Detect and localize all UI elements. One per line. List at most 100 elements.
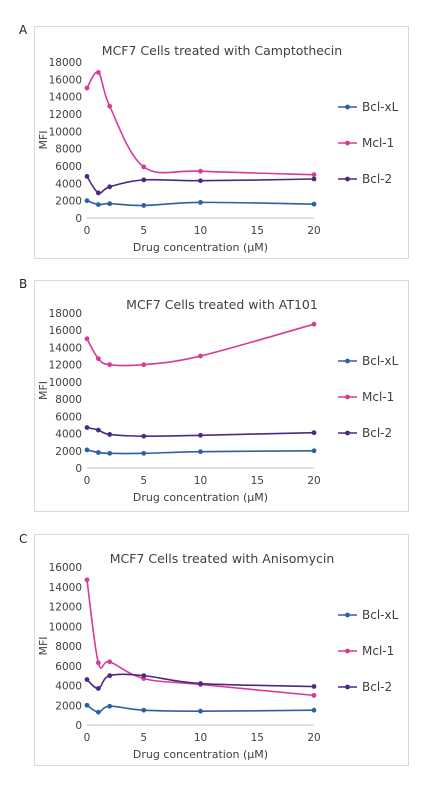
legend-label-bcl-xl: Bcl-xL	[362, 354, 399, 368]
data-point-bcl-2	[141, 673, 147, 679]
y-tick-label: 10000	[49, 126, 82, 138]
data-point-mcl-1	[95, 356, 101, 362]
data-point-bcl-xl	[107, 703, 113, 709]
data-point-bcl-xl	[84, 447, 90, 453]
data-point-bcl-xl	[198, 200, 203, 205]
data-point-bcl-2	[107, 184, 113, 190]
chart-svg: MCF7 Cells treated with Anisomycin 0 2000 4…	[37, 551, 399, 761]
legend-marker-bcl-2	[345, 176, 350, 182]
panel-letter-a: A	[19, 23, 28, 37]
data-point-mcl-1	[84, 577, 90, 583]
data-point-bcl-xl	[311, 707, 317, 713]
y-tick-label: 2000	[55, 196, 82, 208]
y-tick-label: 16000	[49, 325, 82, 337]
y-tick-label: 12000	[49, 109, 82, 121]
data-point-bcl-xl	[141, 450, 147, 456]
y-tick-label: 2000	[55, 700, 82, 712]
y-tick-label: 14000	[49, 92, 82, 104]
y-tick-label: 10000	[49, 377, 82, 389]
x-tick-label: 15	[251, 475, 264, 487]
x-tick-label: 5	[140, 225, 147, 237]
data-point-bcl-2	[95, 427, 101, 433]
legend-marker-bcl-xl	[345, 612, 350, 618]
y-tick-label: 4000	[55, 429, 82, 441]
y-tick-label: 0	[75, 213, 82, 225]
legend-marker-bcl-xl	[345, 358, 350, 364]
legend-label-bcl-xl: Bcl-xL	[362, 608, 399, 622]
x-tick-label: 15	[251, 225, 264, 237]
x-tick-label: 0	[84, 732, 91, 744]
legend-marker-bcl-2	[345, 430, 350, 436]
x-tick-label: 10	[194, 225, 207, 237]
y-tick-label: 0	[75, 463, 82, 475]
legend-marker-mcl-1	[345, 140, 350, 146]
x-tick-label: 10	[194, 732, 207, 744]
legend-marker-mcl-1	[345, 648, 350, 654]
legend-label-bcl-2: Bcl-2	[362, 172, 392, 186]
data-point-mcl-1	[311, 321, 317, 327]
legend-marker-bcl-xl	[345, 104, 350, 110]
x-tick-label: 20	[307, 732, 320, 744]
data-point-mcl-1	[95, 660, 101, 666]
panel-letter-b: B	[19, 277, 28, 291]
y-tick-label: 14000	[49, 582, 82, 594]
y-tick-label: 4000	[55, 681, 82, 693]
data-point-bcl-xl	[107, 450, 113, 456]
data-point-mcl-1	[311, 692, 317, 698]
chart-title: MCF7 Cells treated with AT101	[126, 297, 318, 312]
data-point-bcl-xl	[84, 198, 90, 204]
data-point-mcl-1	[95, 70, 101, 75]
data-point-bcl-2	[84, 425, 90, 430]
data-point-bcl-xl	[95, 450, 101, 455]
legend-label-mcl-1: Mcl-1	[362, 136, 394, 150]
legend-label-bcl-2: Bcl-2	[362, 680, 392, 694]
x-tick-label: 5	[140, 732, 147, 744]
y-tick-label: 14000	[49, 342, 82, 354]
data-point-bcl-2	[84, 174, 90, 179]
y-tick-label: 18000	[49, 57, 82, 69]
chart-panel-a: MCF7 Cells treated with Camptothecin 0 200…	[34, 26, 409, 259]
chart-title: MCF7 Cells treated with Camptothecin	[102, 43, 342, 58]
data-point-bcl-2	[107, 432, 113, 437]
y-tick-label: 6000	[55, 411, 82, 423]
y-tick-label: 16000	[49, 562, 82, 574]
x-tick-label: 0	[84, 475, 91, 487]
series-line-mcl-1	[86, 71, 315, 176]
y-tick-label: 18000	[49, 308, 82, 320]
legend-marker-bcl-2	[345, 684, 350, 690]
x-tick-label: 0	[84, 225, 91, 237]
x-axis-label: Drug concentration (µM)	[133, 491, 268, 504]
data-point-mcl-1	[141, 362, 147, 368]
y-tick-label: 10000	[49, 621, 82, 633]
y-tick-label: 8000	[55, 394, 82, 406]
legend-label-bcl-2: Bcl-2	[362, 426, 392, 440]
data-point-mcl-1	[141, 164, 147, 170]
x-tick-label: 5	[140, 475, 147, 487]
data-point-mcl-1	[107, 659, 113, 665]
data-point-mcl-1	[84, 336, 90, 342]
y-tick-label: 6000	[55, 661, 82, 673]
legend-marker-mcl-1	[345, 394, 350, 400]
x-tick-label: 20	[307, 225, 320, 237]
data-point-bcl-xl	[198, 449, 203, 455]
data-point-bcl-xl	[311, 201, 317, 207]
data-point-bcl-2	[141, 433, 147, 439]
data-point-mcl-1	[311, 172, 317, 178]
data-point-bcl-2	[107, 673, 113, 679]
data-point-bcl-xl	[141, 203, 147, 208]
y-tick-label: 8000	[55, 641, 82, 653]
y-axis-label: MFI	[37, 636, 50, 655]
data-point-bcl-2	[311, 684, 317, 689]
data-point-bcl-2	[311, 430, 317, 436]
legend-label-bcl-xl: Bcl-xL	[362, 100, 399, 114]
data-point-mcl-1	[198, 353, 203, 359]
chart-svg: MCF7 Cells treated with AT101 0 2000 4000 60…	[37, 297, 399, 504]
y-tick-label: 8000	[55, 144, 82, 156]
y-tick-label: 4000	[55, 178, 82, 190]
data-point-bcl-xl	[95, 709, 101, 715]
panel-letter-c: C	[19, 532, 28, 546]
data-point-bcl-2	[311, 176, 317, 182]
chart-panel-b: MCF7 Cells treated with AT101 0 2000 4000 60…	[34, 280, 409, 512]
data-point-mcl-1	[107, 362, 113, 368]
chart-title: MCF7 Cells treated with Anisomycin	[110, 551, 335, 566]
